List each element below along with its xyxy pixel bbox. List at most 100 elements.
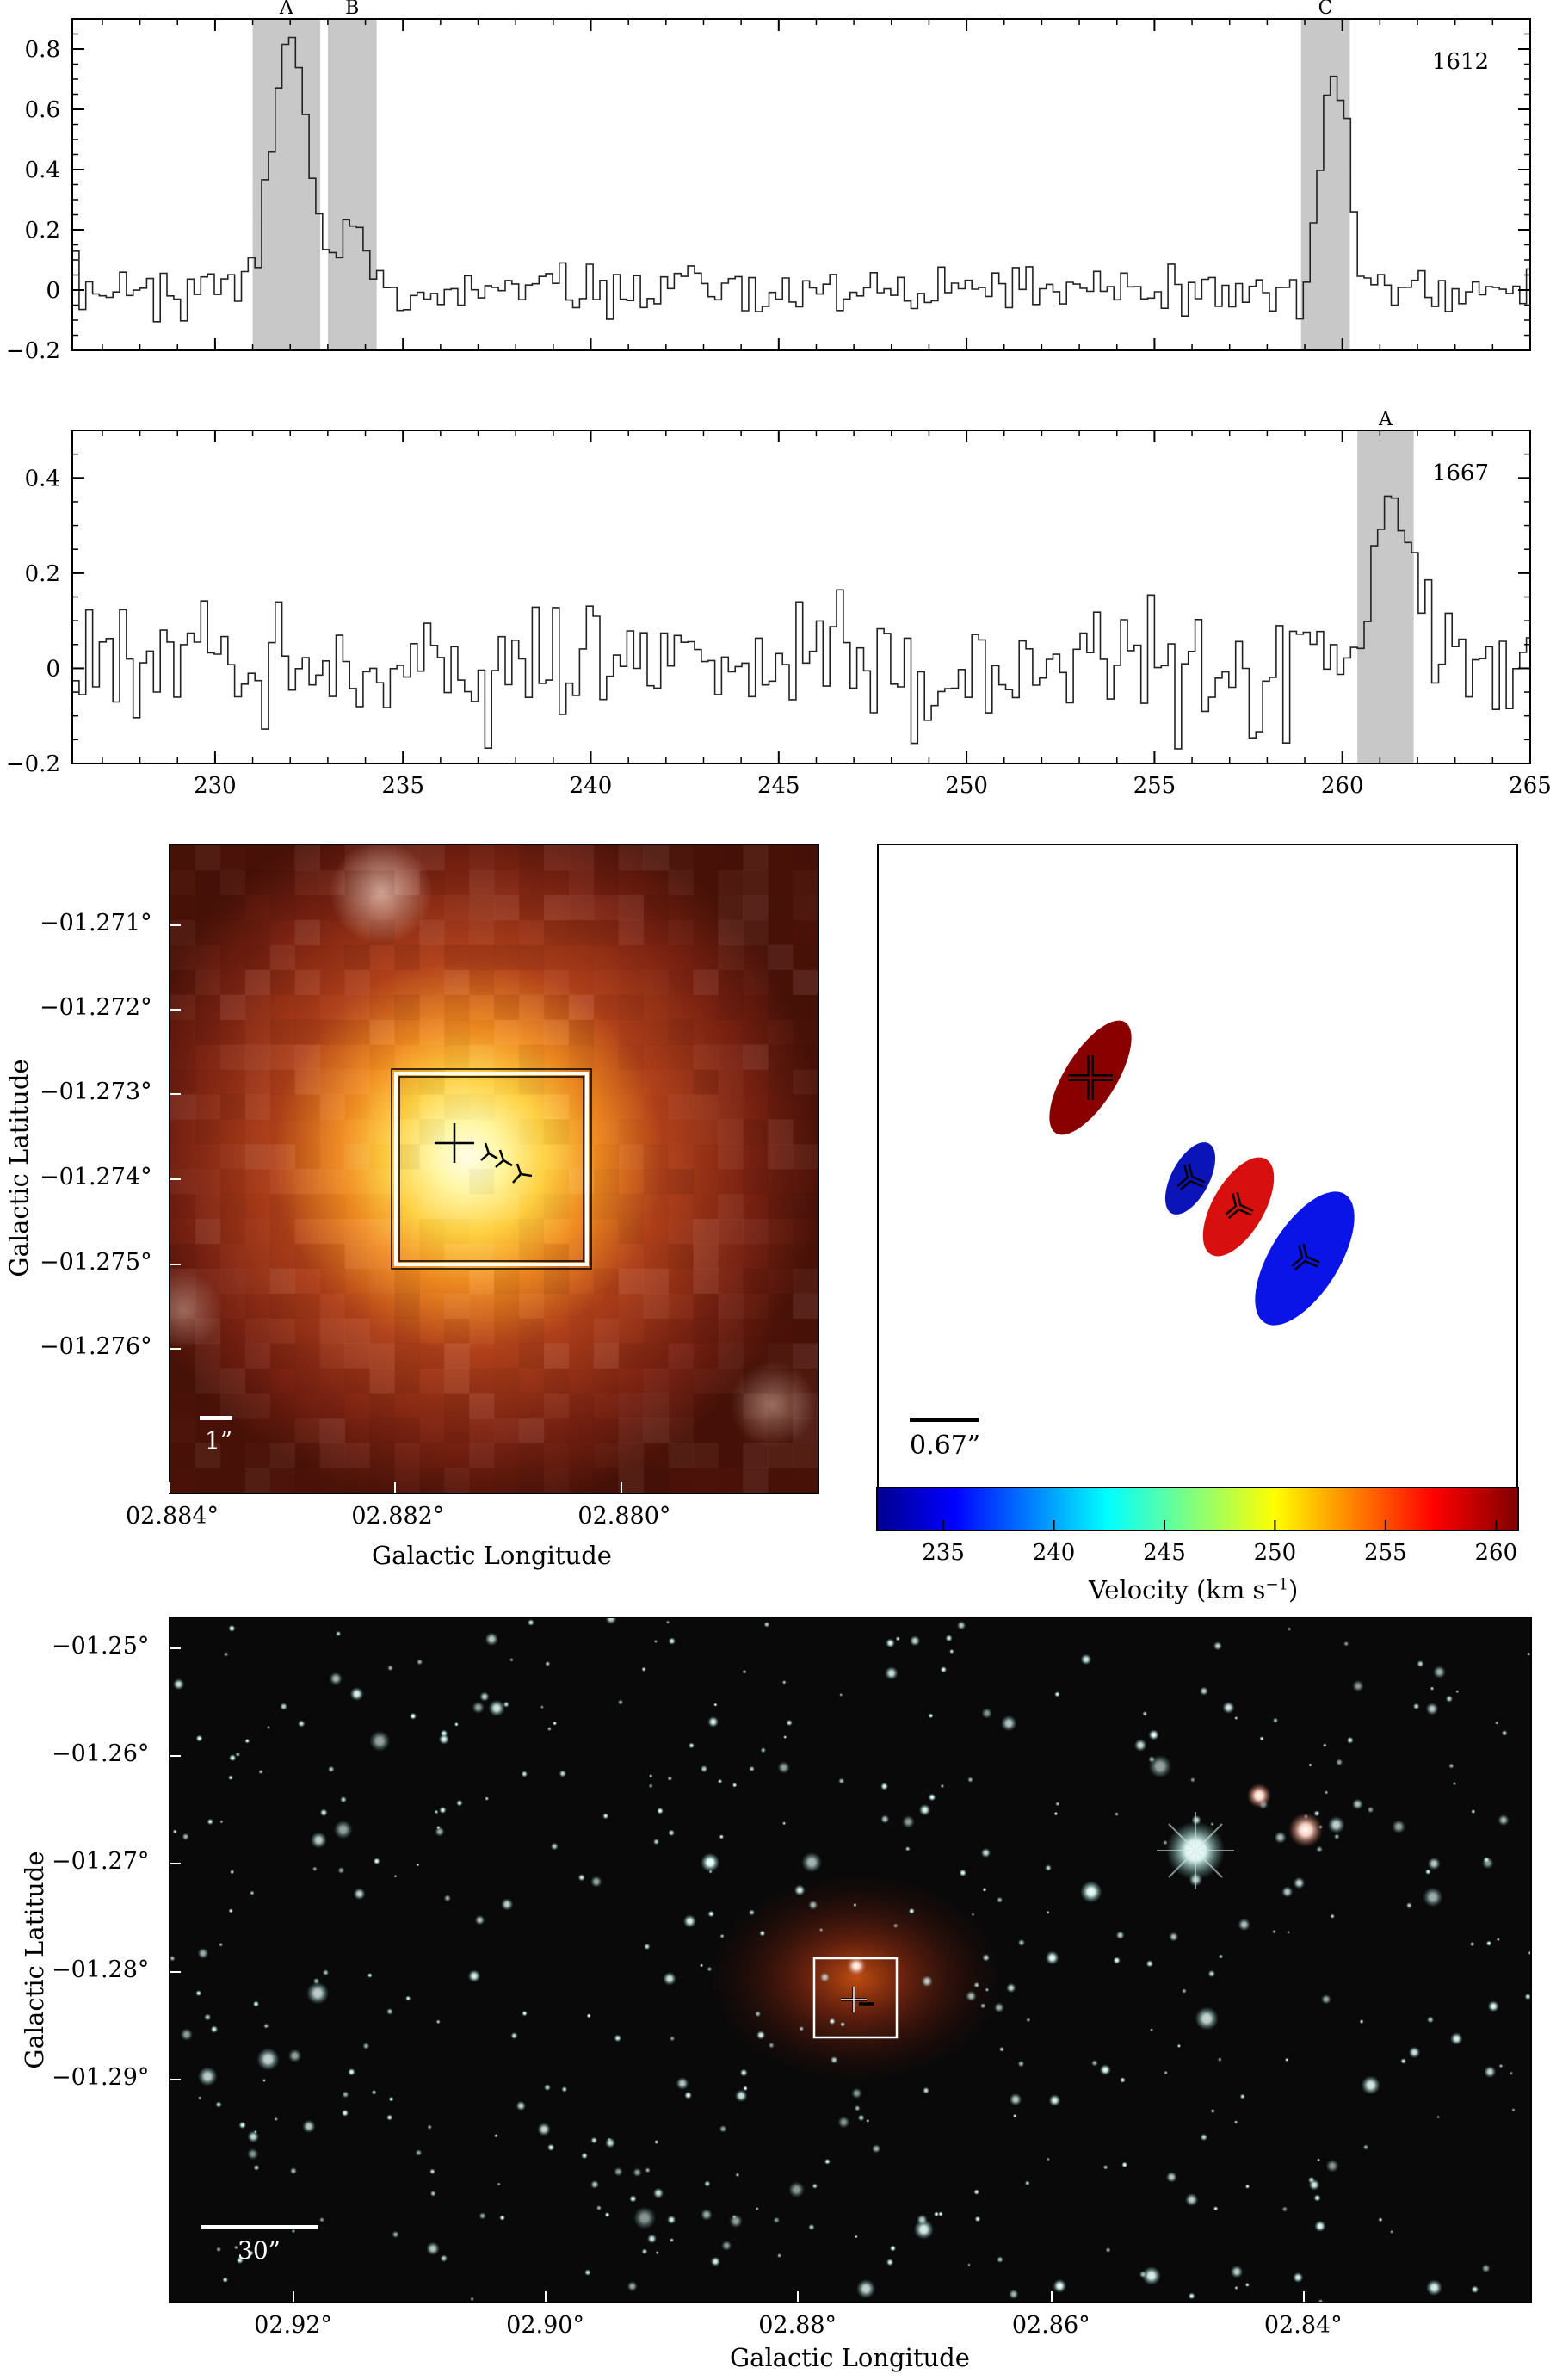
colorbar-tick-label: 250 [1254, 1540, 1297, 1566]
wide-y-tick [170, 1755, 181, 1758]
y-tick-label: 0.8 [25, 37, 60, 63]
zoom-ylabel: Galactic Latitude [4, 1059, 34, 1277]
zoom-maser-markers [435, 1123, 533, 1184]
zoom-y-tick-label: −01.276° [40, 1332, 152, 1360]
x-tick-label: 235 [381, 360, 424, 362]
wide-scalebar-label: 30” [238, 2236, 281, 2265]
zoom-y-tick [170, 1347, 181, 1350]
spectrum-trace [72, 36, 1530, 323]
zoom-x-tick-label: 02.880° [577, 1503, 671, 1530]
x-tick-label: 230 [194, 773, 237, 799]
wide-xlabel: Galactic Longitude [730, 2343, 970, 2372]
maser-scalebar [910, 1418, 979, 1422]
zoom-y-tick-label: −01.271° [40, 909, 152, 937]
y-tick-label: −0.2 [6, 751, 60, 777]
wide-y-tick-label: −01.25° [52, 1632, 150, 1660]
colorbar-tick-label: 245 [1143, 1540, 1186, 1566]
wide-image-canvas: 30” [170, 1618, 1530, 2302]
y-tick-label: 0.4 [25, 158, 60, 183]
feature-band-A [252, 19, 321, 350]
feature-band-A [1357, 430, 1414, 763]
zoom-region-box [391, 1068, 592, 1270]
x-tick-label: 260 [1321, 773, 1364, 799]
spectrum-1667-plot: A 230 235 240 245 250 255 260 265 −0.2 0 0.2 0.4 1667 [6, 409, 1550, 799]
y-tick-label: 0.2 [25, 561, 60, 587]
wide-x-tick-label: 02.84° [1263, 2312, 1343, 2339]
zoom-image-canvas: 1” [170, 845, 818, 1493]
line-frequency-label: 1667 [1432, 461, 1489, 486]
colorbar-tick-label: 255 [1364, 1540, 1407, 1566]
wide-y-tick-label: −01.26° [52, 1740, 150, 1768]
line-frequency-label: 1612 [1432, 49, 1489, 75]
colorbar-tick-label: 240 [1033, 1540, 1076, 1566]
wide-y-tick [170, 2079, 181, 2081]
zoom-x-tick-label: 02.884° [126, 1503, 219, 1530]
x-tick-label: 265 [1509, 773, 1550, 799]
zoom-y-tick [170, 1009, 181, 1011]
zoom-y-tick-label: −01.272° [40, 994, 152, 1022]
y-tick-label: 0 [46, 656, 60, 682]
wide-x-tick [545, 2291, 547, 2302]
x-tick-label: 245 [757, 773, 800, 799]
wide-x-tick-label: 02.88° [758, 2312, 837, 2339]
zoom-scalebar [200, 1416, 232, 1420]
wide-infrared-image: 30” [169, 1617, 1532, 2303]
x-tick-label: 265 [1509, 360, 1550, 362]
zoom-y-tick [170, 924, 181, 926]
y-tick-label: −0.2 [6, 338, 60, 362]
y-tick-label: 0.6 [25, 97, 60, 123]
wide-x-tick [293, 2291, 295, 2302]
x-tick-label: 255 [1133, 773, 1176, 799]
wide-x-tick-label: 02.90° [506, 2312, 584, 2339]
wide-y-tick [170, 1863, 181, 1865]
zoom-x-tick [621, 1482, 623, 1493]
zoom-y-tick-label: −01.274° [40, 1163, 152, 1190]
zoom-xlabel: Galactic Longitude [372, 1541, 612, 1570]
zoom-x-tick [169, 1482, 170, 1493]
zoom-y-tick [170, 1263, 181, 1265]
maser-scalebar-label: 0.67” [910, 1431, 980, 1461]
colorbar-tick-label: 260 [1474, 1540, 1517, 1566]
y-tick-label: 0.2 [25, 218, 60, 244]
wide-x-tick [797, 2291, 800, 2302]
wide-zoom-region-box [812, 1957, 899, 2039]
maser-spot-map: 0.67” [877, 844, 1518, 1491]
wide-y-tick-label: −01.27° [52, 1848, 150, 1876]
zoom-y-tick-label: −01.273° [40, 1079, 152, 1106]
colorbar-gradient [876, 1487, 1519, 1531]
x-tick-label: 250 [945, 773, 988, 799]
zoom-x-tick [394, 1482, 397, 1493]
zoom-y-tick [170, 1178, 181, 1180]
wide-x-tick [1050, 2291, 1053, 2302]
zoom-infrared-image: 1” [169, 844, 819, 1494]
colorbar-tick-label: 235 [922, 1540, 965, 1566]
y-tick-label: 0.4 [25, 466, 60, 491]
spectrum-1612-plot: A B C 230 235 240 245 250 255 260 265 −0.2 0 0.2 0.4 0.… [6, 0, 1550, 362]
wide-y-tick-label: −01.28° [52, 1956, 150, 1983]
wide-x-tick-label: 02.86° [1011, 2312, 1090, 2339]
feature-label-C: C [1318, 0, 1333, 19]
bright-star [1157, 1812, 1234, 1889]
x-tick-label: 260 [1321, 360, 1364, 362]
x-tick-label: 240 [570, 360, 613, 362]
wide-x-tick-label: 02.92° [254, 2312, 332, 2339]
velocity-colorbar: 235 240 245 250 255 260 [876, 1487, 1519, 1566]
wide-ylabel: Galactic Latitude [20, 1851, 49, 2069]
feature-label-B: B [345, 0, 359, 19]
x-tick-label: 255 [1133, 360, 1176, 362]
zoom-y-tick [170, 1093, 181, 1096]
x-tick-label: 250 [945, 360, 988, 362]
feature-label-A: A [279, 0, 294, 19]
wide-y-tick [170, 1647, 181, 1649]
zoom-y-tick-label: −01.275° [40, 1248, 152, 1276]
wide-y-tick-label: −01.29° [52, 2064, 150, 2092]
zoom-scalebar-label: 1” [205, 1426, 232, 1455]
x-tick-label: 230 [194, 360, 237, 362]
zoom-x-tick-label: 02.882° [351, 1503, 445, 1530]
feature-band-B [327, 19, 377, 350]
plot-frame [71, 430, 1531, 764]
wide-y-tick [170, 1970, 181, 1973]
spectrum-trace [72, 495, 1530, 750]
wide-x-tick [1302, 2291, 1305, 2302]
maser-map-canvas: 0.67” [910, 1020, 1355, 1461]
